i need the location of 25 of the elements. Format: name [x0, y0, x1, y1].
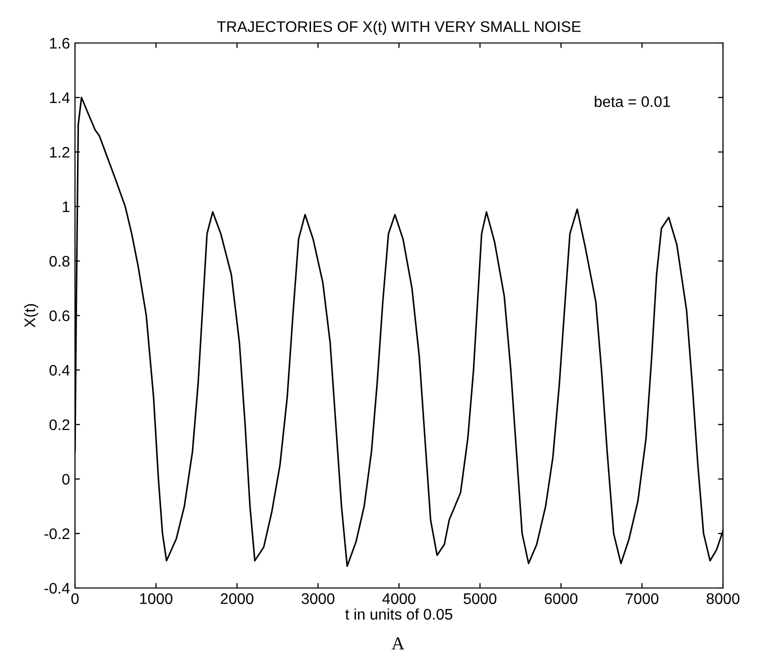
x-tick-label: 8000 [706, 593, 740, 604]
y-tick-label: 1.4 [50, 92, 70, 104]
x-tick-label: 0 [71, 593, 79, 604]
y-tick-label: 1.6 [50, 38, 70, 49]
y-tick-label: 0.2 [50, 419, 70, 430]
y-tick-label: -0.2 [44, 528, 70, 540]
x-tick-label: 1000 [140, 593, 172, 604]
text: A [392, 637, 404, 650]
x-tick-label: 7000 [626, 593, 658, 604]
y-tick-label: -0.4 [44, 582, 70, 594]
y-tick-label: 0 [62, 474, 70, 485]
y-tick-label: 0.4 [50, 364, 70, 376]
x-tick-label: 3000 [302, 593, 334, 604]
y-tick-label: 0.8 [50, 256, 70, 267]
y-axis-title: X(t) [24, 304, 38, 328]
annotation: beta = 0.01 [594, 96, 670, 108]
y-tick-label: 1 [62, 202, 70, 212]
x-tick-label: 6000 [544, 593, 578, 604]
x-axis-title: t in units of 0.05 [345, 608, 452, 620]
chart-title: TRAJECTORIES OF X(t) WITH VERY SMALL NOISE [217, 20, 581, 36]
y-tick-label: 0.6 [50, 310, 70, 322]
x-tick-label: 5000 [464, 593, 496, 604]
x-tick-label: 4000 [382, 593, 416, 604]
y-tick-label: 1.2 [50, 146, 70, 158]
x-tick-label: 2000 [220, 593, 254, 604]
